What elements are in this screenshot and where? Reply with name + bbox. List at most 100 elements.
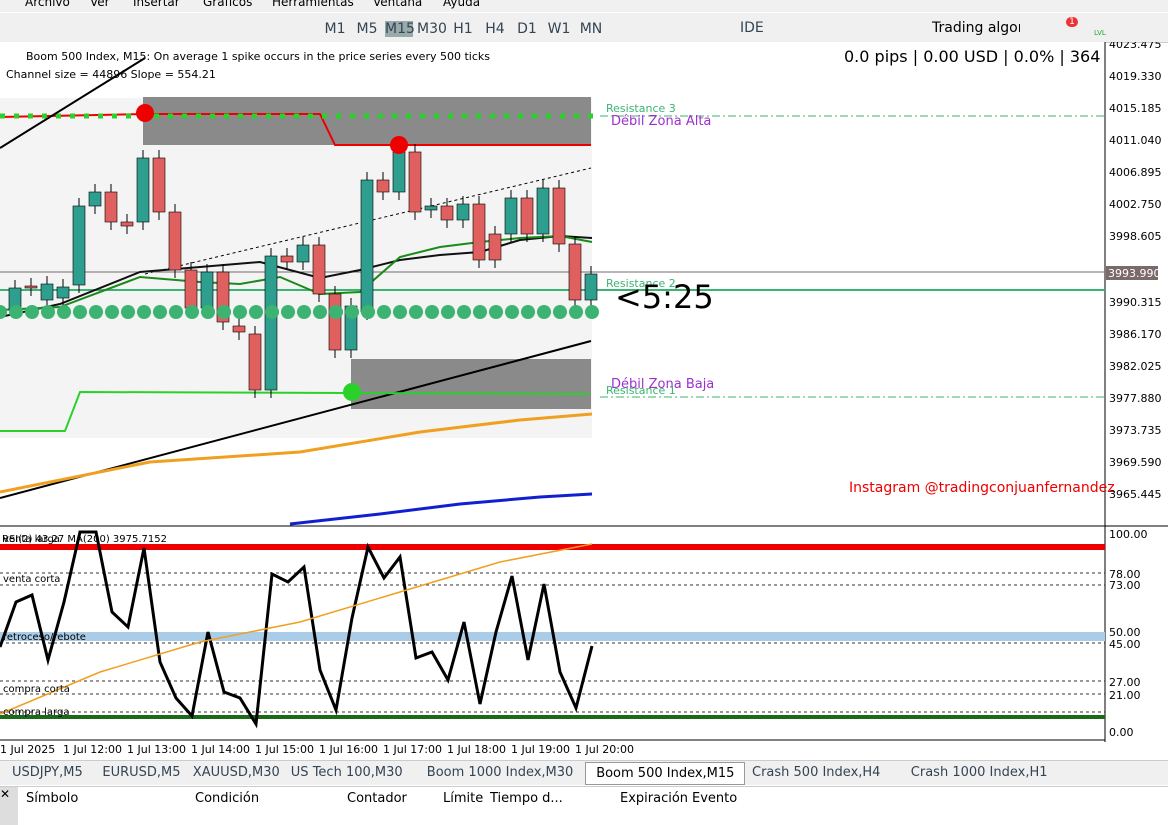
time-tick-label: 1 Jul 2025 [0, 743, 55, 756]
timeframe-button[interactable]: M5 [356, 21, 378, 37]
support-dot [185, 305, 199, 319]
timeframe-button[interactable]: H1 [453, 21, 473, 37]
candle [584, 273, 598, 301]
timer-label: <5:25 [615, 278, 714, 316]
candle [152, 157, 166, 213]
menu-item[interactable]: Ayuda [443, 0, 481, 9]
ide-button[interactable]: IDE [740, 20, 764, 36]
candle [440, 205, 454, 221]
candle [56, 286, 70, 299]
price-tick-label: 4023.475 [1109, 42, 1162, 51]
timeframe-button[interactable]: H4 [485, 21, 505, 37]
candle [376, 179, 390, 193]
menu-item[interactable]: Ventana [373, 0, 423, 9]
candle [72, 205, 86, 286]
support-dot [361, 305, 375, 319]
rsi-tick-label: 100.00 [1109, 528, 1148, 541]
rsi-header: RSI(2) 43.27 MA(200) 3975.7152 [2, 534, 167, 545]
chart-tab[interactable]: USDJPY,M5 [12, 765, 83, 780]
price-tick-label: 4002.750 [1109, 198, 1162, 211]
chart-tab[interactable]: Boom 1000 Index,M30 [426, 765, 574, 780]
support-dot [473, 305, 487, 319]
candle [248, 333, 262, 391]
support-dot [329, 305, 343, 319]
menu-item[interactable]: Gráficos [203, 0, 253, 9]
time-tick-label: 1 Jul 17:00 [383, 743, 442, 756]
column-header[interactable]: Tiempo d... [490, 791, 563, 806]
column-header[interactable]: Contador [347, 791, 407, 806]
candle [568, 243, 582, 301]
menu-item[interactable]: Herramientas [272, 0, 354, 9]
timeframe-button[interactable]: D1 [517, 21, 537, 37]
chart-header: Boom 500 Index, M15: On average 1 spike … [26, 50, 490, 63]
support-dot [345, 305, 359, 319]
support-dot [233, 305, 247, 319]
support-dot [265, 305, 279, 319]
candle [264, 255, 278, 391]
zone-label: Débil Zona Baja [611, 377, 714, 392]
candle [552, 187, 566, 245]
column-header[interactable]: Límite [443, 791, 484, 806]
menu-item[interactable]: Insertar [133, 0, 180, 9]
column-header[interactable]: Expiración [620, 791, 689, 806]
time-tick-label: 1 Jul 12:00 [63, 743, 122, 756]
rsi-tick-label: 27.00 [1109, 676, 1141, 689]
support-dot [0, 305, 7, 319]
timeframe-button[interactable]: M30 [417, 21, 447, 37]
support-dot [121, 305, 135, 319]
column-header[interactable]: Condición [195, 791, 260, 806]
tab-bar: USDJPY,M5 EURUSD,M5 XAUUSD,M30 US Tech 100,… [0, 760, 1168, 785]
level-label: retroceso/rebote [3, 632, 86, 643]
candle [360, 179, 374, 313]
timeframe-button[interactable]: W1 [547, 21, 571, 37]
support-dot [521, 305, 535, 319]
support-dot [9, 305, 23, 319]
support-dot [457, 305, 471, 319]
column-header[interactable]: Símbolo [26, 791, 79, 806]
candle [472, 203, 486, 261]
search-box[interactable]: Trading algorítr [932, 20, 1020, 36]
price-tick-label: 4011.040 [1109, 134, 1162, 147]
support-dot [569, 305, 583, 319]
candle [504, 197, 518, 235]
chart-tab[interactable]: Boom 500 Index,M15 [585, 762, 746, 785]
menu-item[interactable]: Archivo [25, 0, 70, 9]
price-tick-label: 3982.025 [1109, 360, 1162, 373]
notification-badge[interactable]: 1 [1066, 17, 1078, 27]
timeframe-button[interactable]: M15 [385, 21, 415, 37]
timeframe-button[interactable]: M1 [324, 21, 346, 37]
support-dot [393, 305, 407, 319]
chart-tab[interactable]: XAUUSD,M30 [192, 765, 280, 780]
timeframe-button[interactable]: MN [579, 21, 603, 37]
time-tick-label: 1 Jul 14:00 [191, 743, 250, 756]
candle [120, 221, 134, 227]
time-tick-label: 1 Jul 16:00 [319, 743, 378, 756]
support-dot [73, 305, 87, 319]
candle [408, 151, 422, 213]
menu-item[interactable]: Ver [90, 0, 110, 9]
support-dot [377, 305, 391, 319]
price-tick-label: 4006.895 [1109, 166, 1162, 179]
chart-tab[interactable]: Crash 1000 Index,H1 [910, 765, 1048, 780]
resistance-label: Resistance 1 [606, 384, 676, 397]
support-dot [537, 305, 551, 319]
price-tick-label: 3965.445 [1109, 488, 1162, 501]
support-dot [249, 305, 263, 319]
candle [200, 271, 214, 309]
stats: 0.0 pips | 0.00 USD | 0.0% | 364 [844, 47, 1100, 66]
price-tick-label: 3973.735 [1109, 424, 1162, 437]
level-label: compra larga [3, 707, 69, 718]
chart-tab[interactable]: EURUSD,M5 [102, 765, 181, 780]
candle [280, 255, 294, 263]
support-dot [41, 305, 55, 319]
price-tick-label: 3986.170 [1109, 328, 1162, 341]
candle [24, 285, 38, 289]
chart-tab[interactable]: US Tech 100,M30 [290, 765, 403, 780]
candle [328, 293, 342, 351]
price-tick-label: 3969.590 [1109, 456, 1162, 469]
column-header[interactable]: Evento [692, 791, 738, 806]
chart-tab[interactable]: Crash 500 Index,H4 [752, 765, 881, 780]
rsi-tick-label: 50.00 [1109, 626, 1141, 639]
support-dot [409, 305, 423, 319]
support-dot [201, 305, 215, 319]
